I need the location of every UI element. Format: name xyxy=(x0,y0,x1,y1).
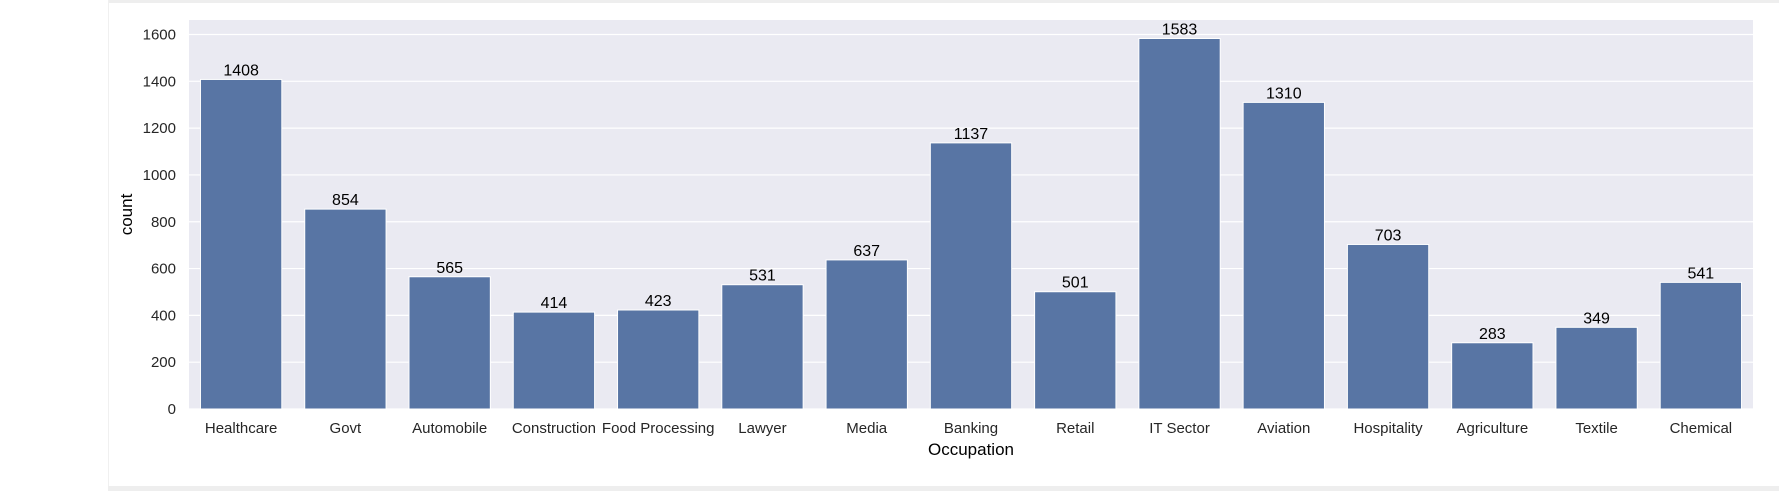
bar-retail xyxy=(1034,291,1117,410)
x-tick-label: Food Processing xyxy=(602,420,715,437)
y-tick-label: 1200 xyxy=(143,120,176,137)
y-axis-title: count xyxy=(117,193,136,235)
x-tick-label: Textile xyxy=(1575,420,1618,437)
bar-food-processing xyxy=(617,309,700,410)
cell-frame-bottom xyxy=(108,486,1779,491)
cell-frame-top xyxy=(108,0,1779,3)
bar-aviation xyxy=(1242,101,1325,410)
bar-value-label: 531 xyxy=(749,268,776,285)
bar-chemical xyxy=(1659,281,1743,410)
x-tick-label: Retail xyxy=(1056,420,1094,437)
x-tick-label: Chemical xyxy=(1670,420,1733,437)
bar-healthcare xyxy=(199,78,283,410)
y-tick-label: 1400 xyxy=(143,73,176,90)
bar-value-label: 1310 xyxy=(1266,85,1302,102)
y-tick-label: 800 xyxy=(151,214,176,231)
x-axis-ticks: Healthcare Govt Automobile Construction Food… xyxy=(205,420,1732,437)
y-tick-label: 0 xyxy=(168,401,176,418)
x-tick-label: Construction xyxy=(512,420,596,437)
bar-data-labels: 1408 854 565 414 423 531 637 1137 501 1583 1310 703… xyxy=(223,21,1714,342)
x-tick-label: Healthcare xyxy=(205,420,278,437)
y-tick-label: 200 xyxy=(151,354,176,371)
x-tick-label: Lawyer xyxy=(738,420,786,437)
bar-value-label: 541 xyxy=(1688,265,1715,282)
bar-value-label: 349 xyxy=(1583,310,1610,327)
bar-automobile xyxy=(408,276,491,410)
bars xyxy=(199,37,1743,410)
x-tick-label: Govt xyxy=(330,420,363,437)
x-tick-label: Hospitality xyxy=(1353,420,1423,437)
bar-lawyer xyxy=(721,284,804,410)
y-tick-label: 400 xyxy=(151,307,176,324)
bar-value-label: 414 xyxy=(541,295,568,312)
bar-value-label: 283 xyxy=(1479,326,1506,343)
bar-hospitality xyxy=(1346,243,1430,410)
bar-value-label: 637 xyxy=(853,243,880,260)
x-tick-label: Aviation xyxy=(1257,420,1310,437)
bar-it-sector xyxy=(1138,37,1221,410)
bar-value-label: 854 xyxy=(332,192,359,209)
bar-value-label: 565 xyxy=(436,260,463,277)
bar-value-label: 1408 xyxy=(223,62,259,79)
bar-value-label: 1583 xyxy=(1162,21,1198,38)
y-tick-label: 1000 xyxy=(143,167,176,184)
x-tick-label: Media xyxy=(846,420,888,437)
bar-textile xyxy=(1555,326,1638,410)
x-tick-label: Agriculture xyxy=(1456,420,1528,437)
x-tick-label: IT Sector xyxy=(1149,420,1210,437)
x-axis-title: Occupation xyxy=(928,440,1014,459)
y-tick-label: 600 xyxy=(151,261,176,278)
x-tick-label: Automobile xyxy=(412,420,487,437)
bar-media xyxy=(825,259,908,410)
bar-value-label: 501 xyxy=(1062,275,1089,292)
bar-govt xyxy=(304,208,387,410)
y-tick-label: 1600 xyxy=(143,27,176,44)
cell-frame-left xyxy=(108,0,109,491)
y-axis-ticks: 0 200 400 600 800 1000 1200 1400 1600 xyxy=(143,27,176,418)
bar-value-label: 423 xyxy=(645,293,672,310)
bar-value-label: 1137 xyxy=(954,126,989,143)
bar-value-label: 703 xyxy=(1375,227,1402,244)
x-tick-label: Banking xyxy=(944,420,998,437)
bar-construction xyxy=(512,311,596,410)
bar-agriculture xyxy=(1451,342,1534,410)
bar-banking xyxy=(929,142,1013,410)
